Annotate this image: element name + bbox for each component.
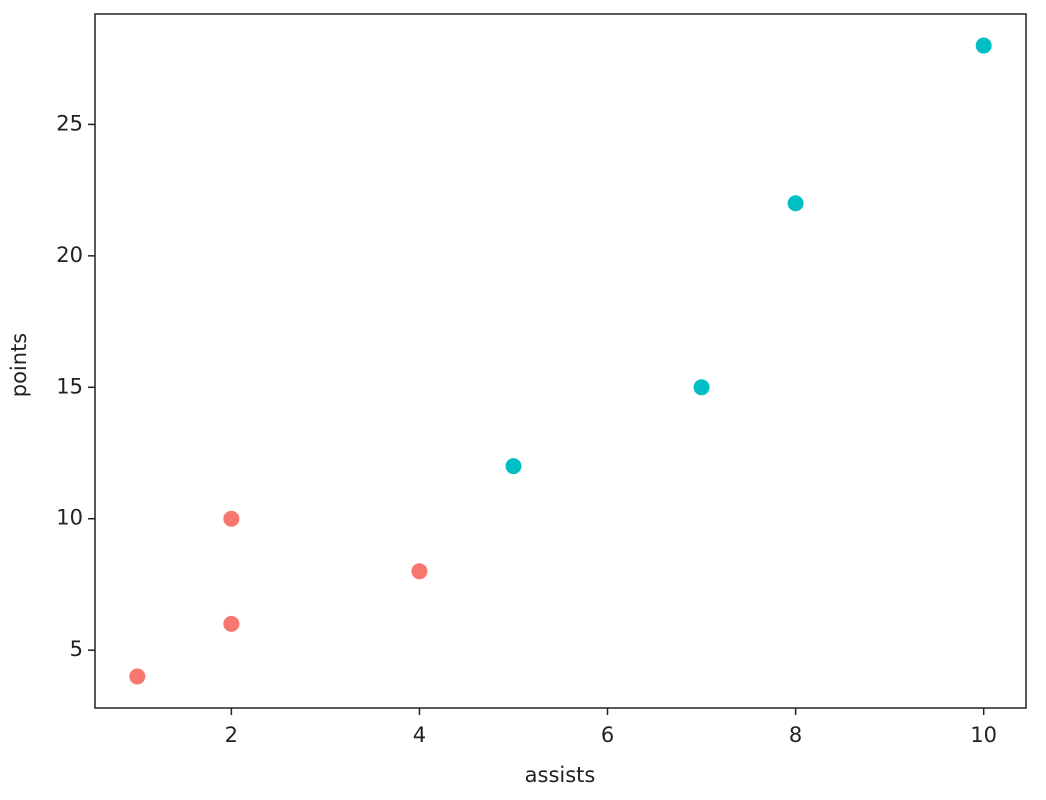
x-tick-label: 6 [601, 723, 614, 747]
plot-frame [94, 13, 1027, 709]
y-tick-label: 5 [70, 637, 83, 661]
point [504, 457, 523, 476]
x-tick-label: 8 [789, 723, 802, 747]
point [974, 36, 993, 55]
x-tick-label: 2 [225, 723, 238, 747]
point [222, 509, 241, 528]
point [692, 378, 711, 397]
y-tick-label: 10 [56, 506, 83, 530]
y-axis-label: points [7, 333, 31, 398]
y-tick-label: 15 [56, 374, 83, 398]
point [410, 562, 429, 581]
point [786, 194, 805, 213]
y-tick-label: 20 [56, 243, 83, 267]
x-tick-label: 10 [970, 723, 997, 747]
x-tick-label: 4 [413, 723, 426, 747]
x-axis-label: assists [525, 763, 596, 787]
y-tick-label: 25 [56, 111, 83, 135]
point [128, 667, 147, 686]
point [222, 614, 241, 633]
